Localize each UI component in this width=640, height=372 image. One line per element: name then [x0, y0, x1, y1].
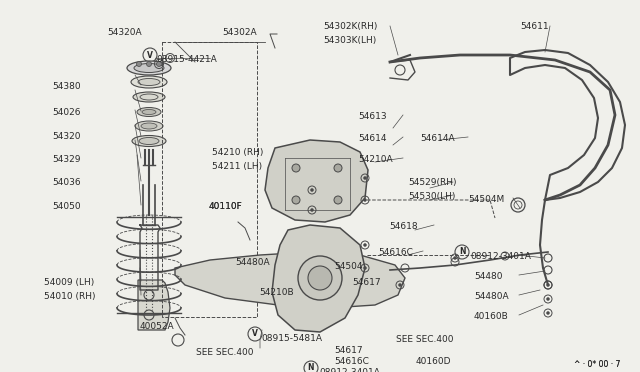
Ellipse shape — [138, 78, 160, 86]
Text: N: N — [308, 363, 314, 372]
Text: 54050: 54050 — [52, 202, 81, 211]
Text: 54210A: 54210A — [358, 155, 392, 164]
Text: 54613: 54613 — [358, 112, 387, 121]
Ellipse shape — [135, 121, 163, 131]
Text: 40160B: 40160B — [474, 312, 509, 321]
Circle shape — [298, 256, 342, 300]
Ellipse shape — [137, 108, 161, 116]
Circle shape — [454, 257, 456, 260]
Text: 40052A: 40052A — [140, 322, 175, 331]
Circle shape — [292, 196, 300, 204]
Circle shape — [364, 199, 367, 202]
Circle shape — [334, 196, 342, 204]
Text: 54302A: 54302A — [222, 28, 257, 37]
Circle shape — [547, 283, 550, 286]
Text: SEE SEC.400: SEE SEC.400 — [396, 335, 454, 344]
Ellipse shape — [127, 61, 171, 75]
Circle shape — [547, 298, 550, 301]
Text: N: N — [459, 247, 465, 257]
Text: 40160D: 40160D — [416, 357, 451, 366]
Ellipse shape — [133, 92, 165, 102]
Text: 40110F: 40110F — [209, 202, 243, 211]
Circle shape — [147, 61, 152, 67]
Text: 54616C: 54616C — [378, 248, 413, 257]
Text: 54617: 54617 — [334, 346, 363, 355]
Circle shape — [292, 164, 300, 172]
Text: 08912-3401A: 08912-3401A — [319, 368, 380, 372]
Ellipse shape — [131, 76, 167, 88]
Bar — [162, 42, 257, 317]
Circle shape — [310, 208, 314, 212]
Text: 54210B: 54210B — [259, 288, 294, 297]
Text: 54480: 54480 — [474, 272, 502, 281]
Circle shape — [364, 176, 367, 180]
Circle shape — [310, 189, 314, 192]
Text: 54303K(LH): 54303K(LH) — [323, 36, 376, 45]
Text: 54380: 54380 — [52, 82, 81, 91]
Text: 54504: 54504 — [334, 262, 362, 271]
Text: 54009 (LH): 54009 (LH) — [44, 278, 94, 287]
Text: 54617: 54617 — [352, 278, 381, 287]
Text: 08915-5481A: 08915-5481A — [261, 334, 322, 343]
Ellipse shape — [141, 123, 157, 129]
Text: 40110F: 40110F — [209, 202, 243, 211]
Ellipse shape — [142, 109, 156, 115]
Circle shape — [308, 266, 332, 290]
Text: SEE SEC.400: SEE SEC.400 — [196, 348, 253, 357]
Text: 54329: 54329 — [52, 155, 81, 164]
Text: 54302K(RH): 54302K(RH) — [323, 22, 378, 31]
Polygon shape — [138, 280, 170, 330]
Text: ^ · 0* 00 · 7: ^ · 0* 00 · 7 — [574, 360, 620, 369]
Text: 54026: 54026 — [52, 108, 81, 117]
Text: 54210 (RH): 54210 (RH) — [212, 148, 264, 157]
Text: 08912-3401A: 08912-3401A — [470, 252, 531, 261]
Circle shape — [136, 61, 141, 67]
Circle shape — [399, 283, 401, 286]
Text: 54614A: 54614A — [420, 134, 454, 143]
Text: 54010 (RH): 54010 (RH) — [44, 292, 95, 301]
Circle shape — [334, 164, 342, 172]
Text: V: V — [147, 51, 153, 60]
Text: 54211 (LH): 54211 (LH) — [212, 162, 262, 171]
Text: 08915-4421A: 08915-4421A — [156, 55, 217, 64]
Ellipse shape — [134, 64, 164, 73]
Text: 54036: 54036 — [52, 178, 81, 187]
Text: 54480A: 54480A — [235, 258, 269, 267]
Text: 54616C: 54616C — [334, 357, 369, 366]
Polygon shape — [265, 140, 368, 222]
Text: 54320A: 54320A — [107, 28, 141, 37]
Polygon shape — [272, 225, 365, 332]
Text: 54530(LH): 54530(LH) — [408, 192, 456, 201]
Circle shape — [157, 61, 161, 67]
Circle shape — [547, 311, 550, 314]
Text: 54529(RH): 54529(RH) — [408, 178, 456, 187]
Text: 54614: 54614 — [358, 134, 387, 143]
Text: 54480A: 54480A — [474, 292, 509, 301]
Circle shape — [364, 244, 367, 247]
Text: 54618: 54618 — [389, 222, 418, 231]
Ellipse shape — [132, 135, 166, 147]
Text: 54320: 54320 — [52, 132, 81, 141]
Text: 54611: 54611 — [520, 22, 548, 31]
Circle shape — [364, 266, 367, 269]
Ellipse shape — [139, 138, 159, 144]
Text: V: V — [252, 330, 258, 339]
Polygon shape — [175, 252, 405, 308]
Text: ^ · 0* 00 · 7: ^ · 0* 00 · 7 — [574, 360, 620, 369]
Text: 54504M: 54504M — [468, 195, 504, 204]
